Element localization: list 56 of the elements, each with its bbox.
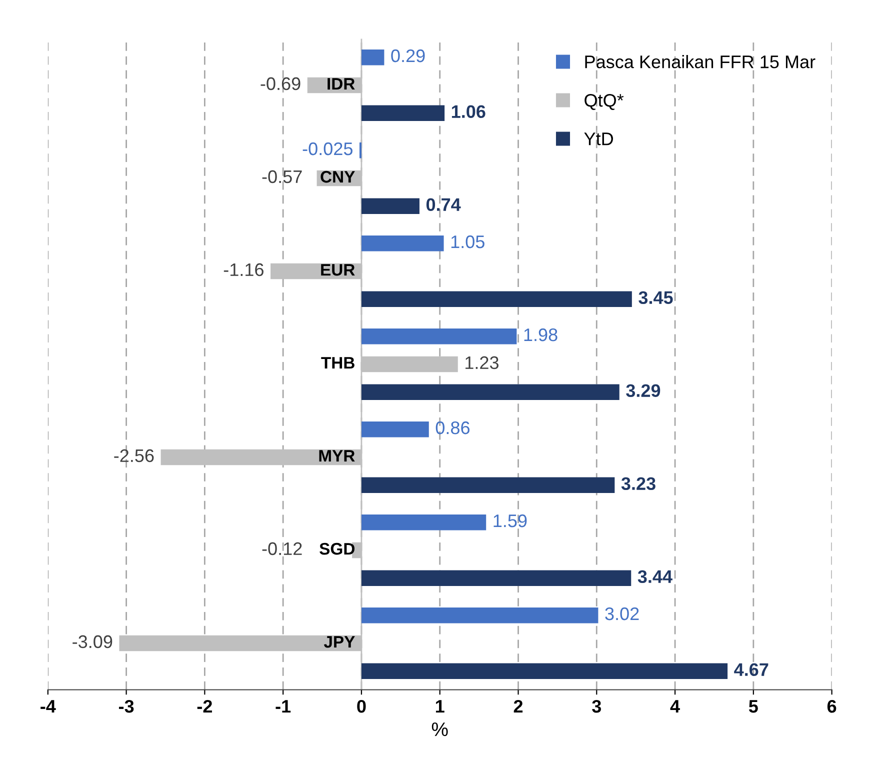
data-label: 3.45 [638, 291, 673, 304]
y-tick-label: IDR [328, 78, 355, 90]
x-tick-label: 4 [670, 700, 680, 713]
data-label: -1.16 [224, 263, 264, 276]
data-label: 0.29 [391, 49, 425, 62]
bar [361, 384, 620, 400]
legend-label: YtD [584, 132, 613, 146]
bar [361, 477, 615, 494]
data-label: 0.74 [426, 198, 461, 211]
y-tick-label: EUR [321, 264, 355, 276]
x-tick-label: 2 [514, 700, 523, 713]
y-tick-label: CNY [320, 170, 355, 183]
y-tick-label: SGD [320, 542, 354, 555]
data-label: 1.98 [524, 328, 558, 342]
legend-label: QtQ* [584, 94, 624, 110]
legend-label: Pasca Kenaikan FFR 15 Mar [585, 55, 816, 68]
bar [361, 421, 429, 438]
bar [361, 570, 632, 586]
x-tick-label: -3 [118, 700, 134, 713]
data-label: -0.12 [262, 542, 302, 556]
x-tick-label: -4 [40, 700, 56, 713]
y-tick-label: MYR [319, 450, 355, 462]
x-tick-label: 5 [748, 700, 758, 713]
data-label: 1.05 [451, 235, 484, 248]
bar [361, 607, 598, 624]
x-tick-label: 6 [827, 700, 836, 713]
bar [361, 291, 632, 308]
data-label: 1.06 [452, 105, 486, 118]
data-label: 3.44 [638, 570, 672, 584]
bar [361, 49, 384, 66]
data-label: -3.09 [72, 635, 112, 648]
data-label: 1.59 [494, 514, 527, 528]
data-label: -0.69 [260, 77, 300, 90]
data-label: 3.23 [621, 477, 656, 490]
data-label: 4.67 [734, 663, 768, 676]
x-tick-label: 3 [592, 700, 602, 713]
bar [361, 663, 728, 680]
x-tick-label: -2 [197, 700, 212, 713]
bar [361, 235, 444, 252]
bar [361, 514, 486, 530]
data-label: 1.23 [466, 356, 499, 370]
bar [361, 198, 420, 214]
data-label: -2.56 [114, 449, 154, 462]
bar [361, 105, 445, 122]
x-tick-label: -1 [276, 700, 291, 713]
y-tick-label: JPY [324, 636, 355, 648]
x-tick-label: 0 [357, 700, 366, 713]
bar [361, 328, 517, 344]
data-label: -0.57 [262, 170, 302, 184]
y-tick-label: THB [321, 357, 354, 369]
data-label: -0.025 [302, 142, 352, 156]
data-label: 3.29 [626, 384, 660, 398]
data-label: 3.02 [605, 607, 639, 620]
x-tick-label: 1 [436, 700, 444, 713]
data-label: 0.86 [436, 421, 470, 434]
x-axis-title: % [432, 722, 448, 736]
